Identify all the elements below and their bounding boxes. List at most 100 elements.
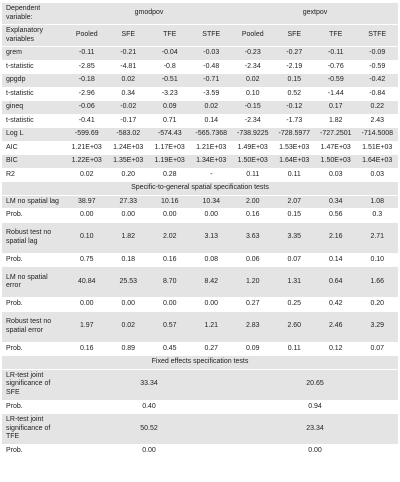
column-header: TFE bbox=[315, 24, 357, 47]
cell-value: 0.20 bbox=[356, 297, 398, 311]
data-row: gineq -0.06 -0.02 0.09 0.02 -0.15 -0.12 0.17 0.2… bbox=[2, 100, 398, 114]
cell-value: 0.00 bbox=[232, 444, 398, 458]
cell-value: -0.21 bbox=[107, 46, 149, 60]
cell-value: 1.31 bbox=[273, 266, 315, 298]
cell-value: 50.52 bbox=[66, 413, 232, 445]
cell-value: 0.11 bbox=[273, 167, 315, 182]
cell-value: 20.65 bbox=[232, 368, 398, 400]
cell-value: -4.81 bbox=[107, 59, 149, 74]
cell-value: -728.5977 bbox=[273, 127, 315, 141]
cell-value: -0.41 bbox=[66, 113, 108, 128]
cell-value: 0.15 bbox=[273, 73, 315, 87]
cell-value: 1.97 bbox=[66, 310, 108, 342]
cell-value: 0.02 bbox=[66, 167, 108, 182]
cell-value: 1.53E+03 bbox=[273, 140, 315, 155]
row-label: Prob. bbox=[2, 399, 66, 414]
row-label: LR-test joint significance of TFE bbox=[2, 413, 66, 445]
cell-value: 0.11 bbox=[232, 167, 274, 182]
cell-value: 0.10 bbox=[232, 86, 274, 101]
cell-value: 1.24E+03 bbox=[107, 140, 149, 155]
cell-value: 0.00 bbox=[190, 297, 232, 311]
cell-value: -574.43 bbox=[149, 127, 191, 141]
cell-value: 1.35E+03 bbox=[107, 154, 149, 168]
data-row: t-statistic -2.85 -4.81 -0.8 -0.48 -2.34 -2.19… bbox=[2, 59, 398, 74]
data-row: grem -0.11 -0.21 -0.04 -0.03 -0.23 -0.27 -0.11-… bbox=[2, 46, 398, 60]
cell-value: - bbox=[190, 167, 232, 182]
cell-value: -2.34 bbox=[232, 59, 274, 74]
group-header: gmodpov bbox=[66, 2, 232, 25]
cell-value: -0.71 bbox=[190, 73, 232, 87]
cell-value: -0.09 bbox=[356, 46, 398, 60]
data-row: Robust test no spatial error 1.97 0.02 0.57… bbox=[2, 310, 398, 342]
section-title: Fixed effects specification tests bbox=[2, 355, 398, 369]
cell-value: -0.23 bbox=[232, 46, 274, 60]
cell-value: -2.96 bbox=[66, 86, 108, 101]
column-header: STFE bbox=[190, 24, 232, 47]
cell-value: 0.28 bbox=[149, 167, 191, 182]
cell-value: 0.10 bbox=[66, 221, 108, 253]
cell-value: 2.43 bbox=[356, 113, 398, 128]
row-label: Robust test no spatial error bbox=[2, 310, 66, 342]
results-table: Dependent variable: gmodpov gextpov Expl… bbox=[2, 2, 398, 458]
cell-value: 0.27 bbox=[232, 297, 274, 311]
cell-value: -2.19 bbox=[273, 59, 315, 74]
cell-value: -727.2501 bbox=[315, 127, 357, 141]
row-label: Prob. bbox=[2, 297, 66, 311]
cell-value: 0.00 bbox=[66, 208, 108, 222]
cell-value: 8.70 bbox=[149, 266, 191, 298]
data-row: LR-test joint significance of SFE 33.34 20… bbox=[2, 368, 398, 400]
data-row: LM no spatial error 40.84 25.53 8.70 8.42 1.2… bbox=[2, 266, 398, 298]
data-row: Robust test no spatial lag 0.10 1.82 2.02 3.… bbox=[2, 221, 398, 253]
cell-value: -2.85 bbox=[66, 59, 108, 74]
row-label: LM no spatial error bbox=[2, 266, 66, 298]
cell-value: 0.15 bbox=[273, 208, 315, 222]
cell-value: 1.20 bbox=[232, 266, 274, 298]
cell-value: 0.00 bbox=[107, 208, 149, 222]
column-header: TFE bbox=[149, 24, 191, 47]
cell-value: -3.23 bbox=[149, 86, 191, 101]
data-row: R2 0.02 0.20 0.28-0.11 0.11 0.03 0.03 bbox=[2, 167, 398, 182]
cell-value: -599.69 bbox=[66, 127, 108, 141]
cell-value: -0.27 bbox=[273, 46, 315, 60]
cell-value: -0.84 bbox=[356, 86, 398, 101]
cell-value: 0.34 bbox=[315, 194, 357, 209]
data-row: Prob. 0.16 0.89 0.45 0.27 0.09 0.11 0.12 0.07 bbox=[2, 341, 398, 356]
cell-value: -0.11 bbox=[66, 46, 108, 60]
cell-value: 0.75 bbox=[66, 252, 108, 267]
column-header: SFE bbox=[273, 24, 315, 47]
data-row: Prob. 0.00 0.00 bbox=[2, 444, 398, 458]
cell-value: 1.47E+03 bbox=[315, 140, 357, 155]
cell-value: 2.02 bbox=[149, 221, 191, 253]
cell-value: 25.53 bbox=[107, 266, 149, 298]
cell-value: 1.64E+03 bbox=[356, 154, 398, 168]
cell-value: 0.09 bbox=[232, 341, 274, 356]
cell-value: -0.18 bbox=[66, 73, 108, 87]
section-row: Fixed effects specification tests bbox=[2, 355, 398, 369]
row-label: grem bbox=[2, 46, 66, 60]
data-row: Log L -599.69 -583.02 -574.43 -565.7368 -738.… bbox=[2, 127, 398, 141]
cell-value: 1.82 bbox=[315, 113, 357, 128]
cell-value: -0.15 bbox=[232, 100, 274, 114]
cell-value: -3.59 bbox=[190, 86, 232, 101]
cell-value: 0.16 bbox=[66, 341, 108, 356]
cell-value: -0.03 bbox=[190, 46, 232, 60]
column-header: Pooled bbox=[232, 24, 274, 47]
cell-value: 1.49E+03 bbox=[232, 140, 274, 155]
row-label: Prob. bbox=[2, 341, 66, 356]
cell-value: 0.27 bbox=[190, 341, 232, 356]
row-label: gpgdp bbox=[2, 73, 66, 87]
header-row: Dependent variable: gmodpov gextpov bbox=[2, 2, 398, 25]
cell-value: -0.42 bbox=[356, 73, 398, 87]
cell-value: -0.12 bbox=[273, 100, 315, 114]
cell-value: 3.63 bbox=[232, 221, 274, 253]
column-row: Explanatory variables Pooled SFE TFE STFE Po… bbox=[2, 24, 398, 47]
cell-value: -0.8 bbox=[149, 59, 191, 74]
cell-value: 0.17 bbox=[315, 100, 357, 114]
cell-value: 0.18 bbox=[107, 252, 149, 267]
data-row: gpgdp -0.18 0.02 -0.51 -0.71 0.02 0.15 -0.59 -0.… bbox=[2, 73, 398, 87]
row-label: Robust test no spatial lag bbox=[2, 221, 66, 253]
cell-value: 3.13 bbox=[190, 221, 232, 253]
cell-value: 1.21 bbox=[190, 310, 232, 342]
data-row: LM no spatial lag 38.97 27.33 10.16 10.34 2.0… bbox=[2, 194, 398, 209]
